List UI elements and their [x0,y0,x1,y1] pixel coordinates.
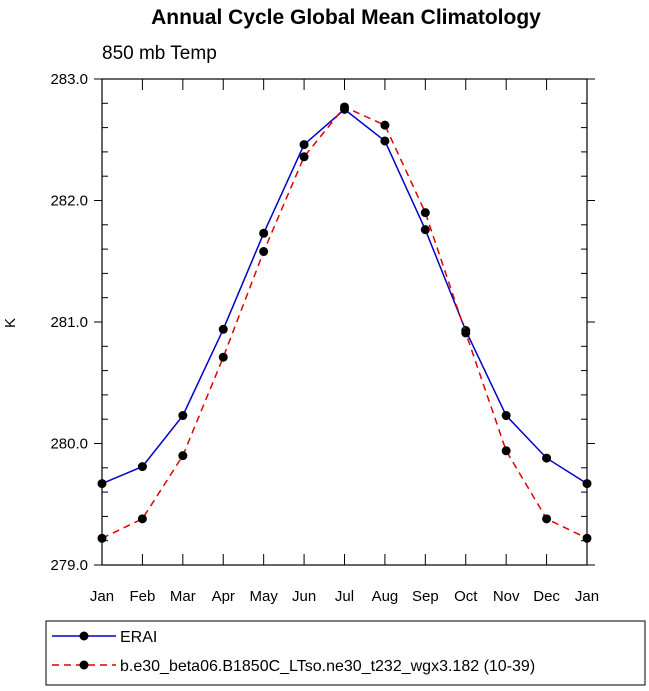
legend-label: b.e30_beta06.B1850C_LTso.ne30_t232_wgx3.… [120,658,535,675]
x-tick-label: May [249,588,278,605]
data-point [582,479,592,489]
x-tick-label: Feb [129,588,155,605]
x-tick-label: Apr [212,588,235,605]
x-tick-label: Nov [493,588,520,605]
series-line [101,108,588,485]
x-tick-label: Oct [454,588,478,605]
data-point [299,152,309,162]
legend-box [45,620,646,686]
data-point [218,352,228,362]
chart-subtitle: 850 mb Temp [102,43,217,64]
data-point [299,140,309,150]
x-tick-label: Dec [533,588,560,605]
legend: ERAI b.e30_beta06.B1850C_LTso.ne30_t232_w… [52,629,535,675]
x-tick-label: Mar [170,588,196,605]
axis-ticks: Jan Feb Mar Apr May Jun Jul Aug Sep Oct Nov Dec Jan2… [50,71,599,605]
series-2 [97,102,592,543]
series-1 [97,104,592,489]
y-axis-label: K [2,318,19,328]
data-point [97,533,107,543]
y-tick-label: 283.0 [50,71,88,88]
data-point [542,453,552,463]
data-point [137,462,147,472]
x-tick-label: Jan [575,588,599,605]
data-point [542,514,552,524]
y-tick-label: 281.0 [50,314,88,331]
data-point [420,225,430,235]
data-point [137,514,147,524]
x-tick-label: Jan [90,588,114,605]
series-layer [97,102,592,543]
data-point [259,247,269,257]
data-point [218,324,228,334]
data-point [380,136,390,146]
legend-marker [79,631,89,641]
data-point [97,479,107,489]
plot-frame [101,78,588,566]
data-point [582,533,592,543]
x-tick-label: Aug [372,588,399,605]
x-tick-label: Jul [335,588,354,605]
data-point [501,446,511,456]
x-tick-label: Jun [292,588,316,605]
data-point [259,228,269,238]
x-tick-label: Sep [412,588,439,605]
data-point [420,208,430,218]
data-point [178,411,188,421]
y-tick-label: 279.0 [50,557,88,574]
y-tick-label: 280.0 [50,436,88,453]
chart-title: Annual Cycle Global Mean Climatology [151,6,541,29]
data-point [178,451,188,461]
legend-marker [79,660,89,670]
y-tick-label: 282.0 [50,193,88,210]
data-point [380,120,390,130]
legend-label: ERAI [120,629,157,646]
series-line [101,106,588,539]
data-point [461,328,471,338]
data-point [340,102,349,112]
data-point [501,411,511,421]
